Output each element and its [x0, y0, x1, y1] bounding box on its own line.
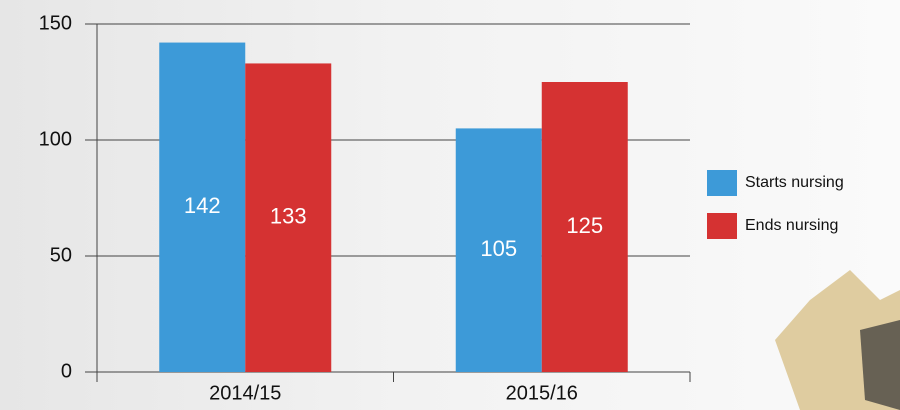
decoration: [775, 270, 900, 410]
bar: [245, 63, 332, 372]
legend-swatch: [707, 170, 737, 196]
bar: [455, 128, 542, 372]
legend-label: Starts nursing: [745, 174, 844, 191]
value-label: 142: [184, 193, 221, 218]
y-tick-label: 100: [39, 128, 72, 150]
x-tick-label: 2014/15: [209, 382, 281, 404]
bar: [541, 82, 628, 372]
value-label: 105: [480, 236, 517, 261]
y-tick-label: 150: [39, 12, 72, 34]
bar: [159, 42, 246, 373]
legend-swatch: [707, 213, 737, 239]
y-tick-label: 50: [50, 244, 72, 266]
y-tick-label: 0: [61, 360, 72, 382]
legend-label: Ends nursing: [745, 217, 838, 234]
value-label: 125: [566, 213, 603, 238]
value-label: 133: [270, 204, 307, 229]
x-tick-label: 2015/16: [506, 382, 578, 404]
